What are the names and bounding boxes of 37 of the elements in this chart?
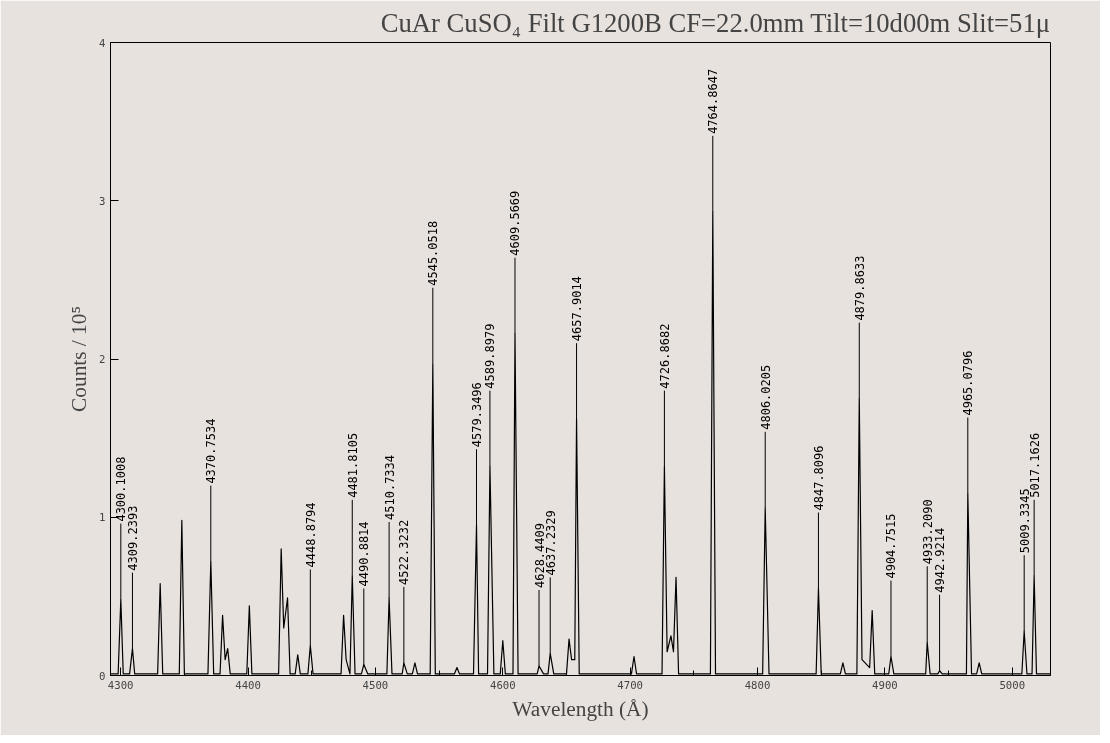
x-tick-label: 5000 xyxy=(999,678,1026,692)
x-tick-label: 4900 xyxy=(872,678,898,692)
annotation: 4904.7515 xyxy=(884,513,899,579)
x-tick-label: 4300 xyxy=(107,678,134,692)
x-tick-label: 4500 xyxy=(362,678,389,692)
annotation: 4589.8979 xyxy=(483,323,498,389)
y-axis-title: Counts / 10⁵ xyxy=(67,306,92,412)
x-tick-label: 4800 xyxy=(744,678,771,692)
annotation: 4965.0796 xyxy=(961,350,976,416)
annotation: 4879.8633 xyxy=(852,255,867,321)
annotation: 4481.8105 xyxy=(345,432,360,498)
annotation: 5017.1626 xyxy=(1027,432,1042,498)
y-tick-label: 4 xyxy=(99,36,106,50)
x-tick-label: 4400 xyxy=(235,678,261,692)
annotation: 4522.3232 xyxy=(397,519,412,585)
annotation: 4726.8682 xyxy=(657,323,672,389)
annotation: 4545.0518 xyxy=(426,220,441,286)
chart-title: CuAr CuSO₄ Filt G1200B CF=22.0mm Tilt=10d00m Slit=51μ xyxy=(380,7,1051,38)
annotation: 4510.7334 xyxy=(382,454,397,520)
x-axis-title: Wavelength (Å) xyxy=(512,696,649,721)
annotation: 4933.2090 xyxy=(920,499,935,565)
y-tick-label: 1 xyxy=(99,511,106,525)
annotation: 4806.0205 xyxy=(758,364,773,430)
y-tick-label: 2 xyxy=(99,353,106,366)
annotation: 4448.8794 xyxy=(303,502,318,568)
y-tick-label: 3 xyxy=(99,194,106,208)
x-tick-label: 4600 xyxy=(489,678,516,692)
annotation: 4657.9014 xyxy=(570,276,585,342)
annotation: 4370.7534 xyxy=(204,418,219,484)
y-tick-label: 0 xyxy=(99,669,106,683)
annotation: 4942.9214 xyxy=(933,527,948,593)
annotation: 4609.5669 xyxy=(508,190,523,256)
annotation: 4847.8096 xyxy=(811,445,826,511)
annotation: 4490.8814 xyxy=(357,521,372,587)
annotation: 4579.3496 xyxy=(470,382,484,448)
x-tick-label: 4700 xyxy=(617,678,644,692)
annotation: 4764.8647 xyxy=(706,68,721,134)
